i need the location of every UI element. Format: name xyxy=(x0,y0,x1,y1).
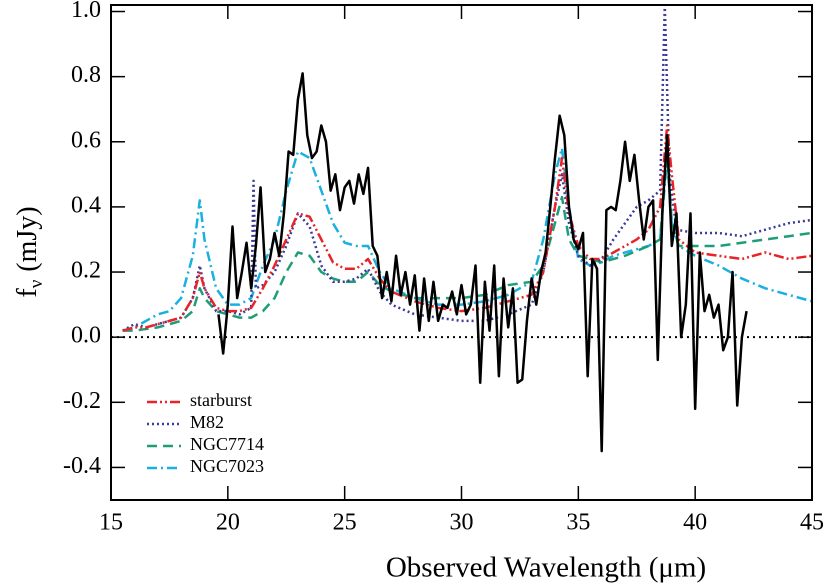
x-tick-label: 25 xyxy=(333,510,357,536)
series-line xyxy=(122,5,812,332)
series-line xyxy=(122,147,812,332)
y-tick-label: -0.2 xyxy=(63,388,101,414)
x-tick-label: 20 xyxy=(216,510,240,536)
y-tick-label: 0.6 xyxy=(71,127,101,153)
series-line xyxy=(122,147,812,332)
x-tick-label: 15 xyxy=(99,510,123,536)
y-tick-label: 1.0 xyxy=(71,0,101,23)
y-tick-label: -0.4 xyxy=(63,453,101,479)
y-tick-label: 0.8 xyxy=(71,62,101,88)
x-axis-label: Observed Wavelength (μm) xyxy=(386,552,706,584)
y-label-unit: (mJy) xyxy=(12,206,43,271)
legend-label: NGC7023 xyxy=(190,456,264,476)
y-label-sub: ν xyxy=(26,279,47,288)
legend-label: starburst xyxy=(190,390,252,410)
legend-label: NGC7714 xyxy=(190,434,264,454)
plot-area xyxy=(111,5,812,453)
x-tick-label: 40 xyxy=(683,510,707,536)
series-line xyxy=(217,72,748,453)
y-tick-label: 0.2 xyxy=(71,258,101,284)
y-tick-label: 0.0 xyxy=(71,323,101,349)
plot-frame xyxy=(110,4,813,501)
y-tick-label: 0.4 xyxy=(71,192,101,218)
y-label-main: f xyxy=(12,288,43,298)
y-axis-label: fν (mJy) xyxy=(12,206,47,297)
x-tick-label: 35 xyxy=(566,510,590,536)
series-line xyxy=(122,124,812,332)
x-tick-label: 45 xyxy=(800,510,824,536)
legend-label: M82 xyxy=(190,412,224,432)
x-tick-label: 30 xyxy=(450,510,474,536)
